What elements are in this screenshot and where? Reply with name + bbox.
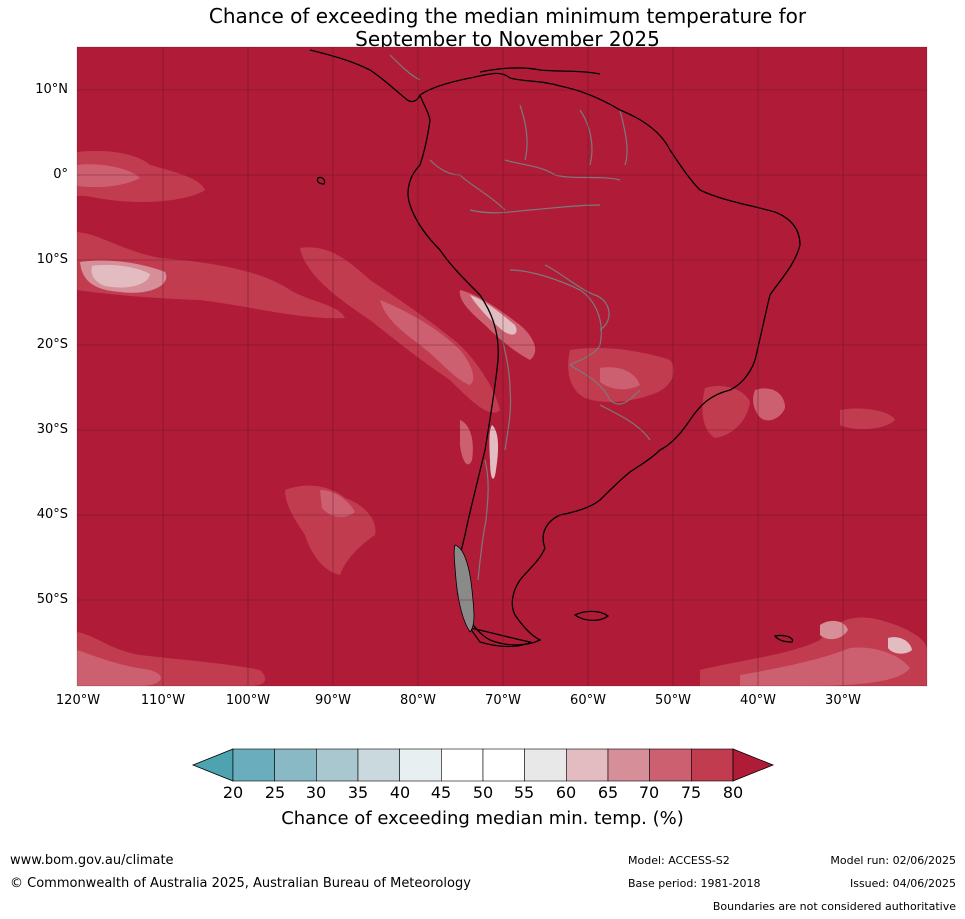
chile-archipelago [453, 544, 475, 633]
coast-falklands [573, 610, 610, 622]
colorbar-tick-20: 20 [222, 783, 244, 802]
coast-south-america [407, 72, 801, 646]
lon-label-80w: 80°W [400, 693, 436, 708]
coast-central-america [309, 49, 421, 103]
patch-patagonia-andes [489, 425, 499, 479]
footer-model: Model: ACCESS-S2 [628, 854, 730, 867]
colorbar-tick-25: 25 [264, 783, 286, 802]
lat-label-0: 0° [53, 167, 68, 182]
map-title-line2: September to November 2025 [355, 27, 660, 51]
patch-south-pacific-40s [285, 485, 376, 575]
lon-label-50w: 50°W [655, 693, 691, 708]
patch-southern-atlantic-south-inner [740, 647, 910, 686]
colorbar-tick-70: 70 [638, 783, 660, 802]
patch-paraguay-brazil-inner [600, 367, 640, 390]
footer-model-run: Model run: 02/06/2025 [830, 854, 956, 867]
patch-andes-bolivia-inner [470, 295, 517, 335]
lat-label-10s: 10°S [36, 252, 68, 267]
colorbar-tick-65: 65 [597, 783, 619, 802]
colorbar-tick-45: 45 [430, 783, 452, 802]
colorbar-tick-30: 30 [305, 783, 327, 802]
colorbar-tick-55: 55 [513, 783, 535, 802]
patch-10s-pacific-core [91, 264, 150, 288]
lon-label-120w: 120°W [55, 693, 101, 708]
colorbar-label: Chance of exceeding median min. temp. (%… [281, 808, 684, 829]
patch-southern-pacific-south-inner [77, 650, 161, 686]
lon-label-70w: 70°W [485, 693, 521, 708]
lon-label-110w: 110°W [140, 693, 186, 708]
lat-label-10n: 10°N [35, 82, 68, 97]
ocean-land-background [77, 47, 927, 686]
footer-copyright: © Commonwealth of Australia 2025, Austra… [10, 876, 471, 891]
graticule [77, 47, 927, 686]
patch-south-georgia-area [888, 637, 912, 654]
colorbar-tick-60: 60 [555, 783, 577, 802]
lon-label-60w: 60°W [570, 693, 606, 708]
patch-south-pacific-40s-inner [320, 490, 355, 517]
patch-peru-chile-offshore-inner [380, 300, 474, 385]
lon-label-90w: 90°W [315, 693, 351, 708]
lat-label-30s: 30°S [36, 422, 68, 437]
patch-southern-atlantic-south-core [820, 620, 848, 640]
lon-label-100w: 100°W [225, 693, 271, 708]
lat-label-40s: 40°S [36, 507, 68, 522]
patch-south-atlantic-3 [840, 408, 895, 430]
patch-south-atlantic-1 [702, 385, 750, 438]
map-title-line1: Chance of exceeding the median minimum t… [208, 4, 807, 28]
patch-chile-coast [460, 420, 473, 465]
lat-label-50s: 50°S [36, 592, 68, 607]
coast-caribbean [479, 67, 601, 75]
footer-disclaimer: Boundaries are not considered authoritat… [712, 900, 956, 913]
colorbar-tick-50: 50 [472, 783, 494, 802]
footer-website: www.bom.gov.au/climate [10, 853, 174, 868]
footer-base-period: Base period: 1981-2018 [628, 877, 761, 890]
footer-issued: Issued: 04/06/2025 [849, 877, 956, 890]
colorbar-tick-40: 40 [389, 783, 411, 802]
patch-south-atlantic-2 [753, 388, 785, 421]
lon-label-30w: 30°W [825, 693, 861, 708]
patch-equatorial-pacific [77, 150, 205, 202]
colorbar-tick-75: 75 [680, 783, 702, 802]
patch-equatorial-pacific-inner [77, 164, 140, 188]
lon-label-40w: 40°W [740, 693, 776, 708]
probability-patches [77, 150, 927, 686]
colorbar-tick-35: 35 [347, 783, 369, 802]
coastlines [309, 49, 801, 648]
coast-tierra-del-fuego [468, 627, 532, 648]
coast-galapagos [316, 176, 326, 185]
coast-south-georgia [773, 634, 794, 643]
colorbar-tick-80: 80 [722, 783, 744, 802]
lat-label-20s: 20°S [36, 337, 68, 352]
patch-10s-pacific [77, 232, 345, 319]
